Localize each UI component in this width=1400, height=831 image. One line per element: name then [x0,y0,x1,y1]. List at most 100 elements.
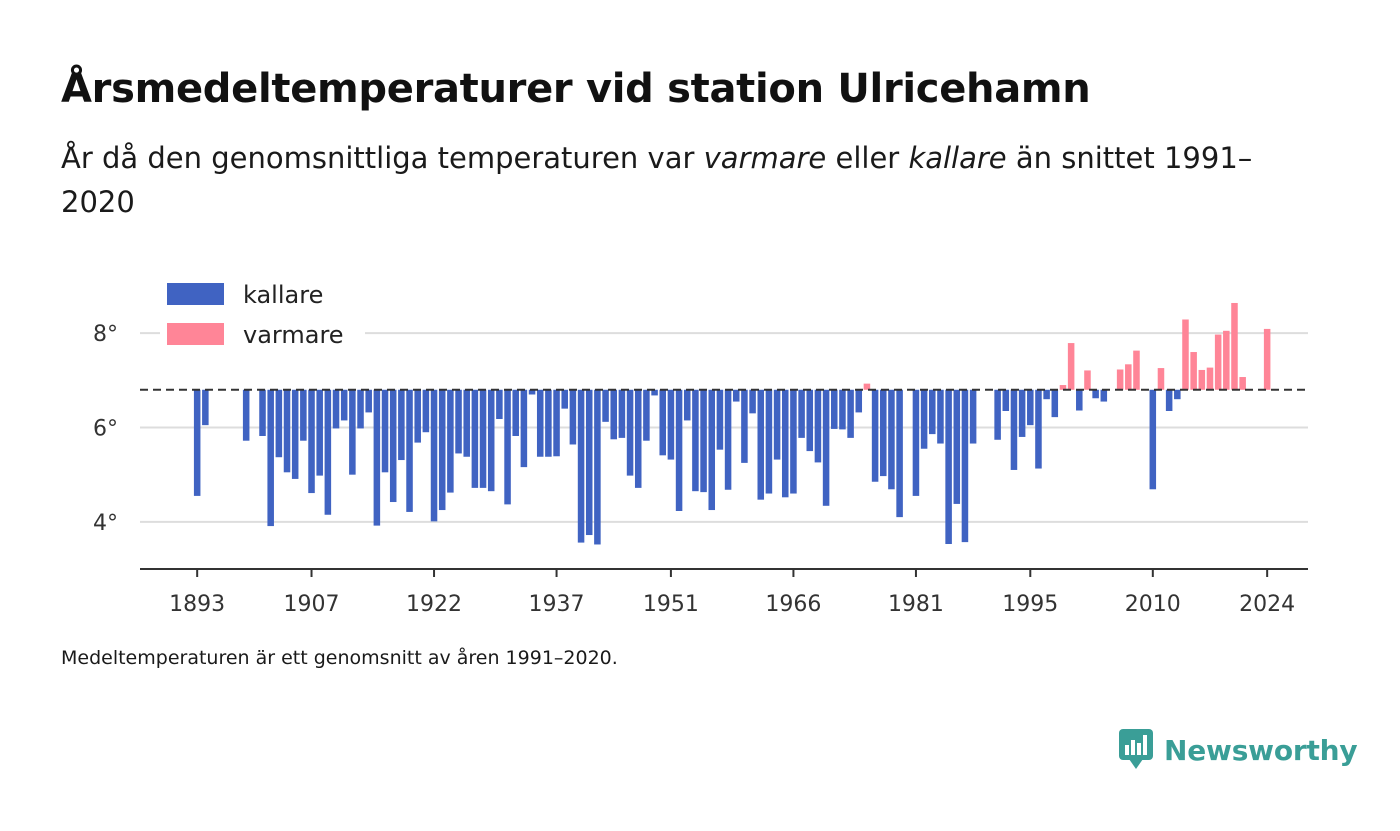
bar-1939 [569,389,577,445]
x-axis-ticks: 1893 1907 1922 1937 1951 1966 1981 1995 2010 2024 [169,569,1295,617]
bar-1958 [724,389,732,490]
bar-1930 [496,389,503,420]
bar-2001 [1076,389,1083,411]
subtitle-warm-word: varmare [703,141,827,175]
bar-2021 [1239,377,1246,390]
bar-1955 [700,389,707,493]
bar-1946 [626,389,634,476]
bar-1993 [1010,389,1018,470]
bar-1927 [471,389,479,488]
bar-1986 [953,389,961,504]
bar-1979 [896,389,903,518]
bar-1974 [855,389,863,413]
brand-logo: Newsworthy [1118,728,1358,772]
bar-1971 [831,389,838,429]
bar-1931 [504,389,511,505]
bar-1943 [602,389,609,422]
bar-2012 [1165,389,1173,411]
bar-1961 [749,389,756,414]
legend-label-kallare: kallare [243,281,323,309]
bar-1956 [708,389,716,511]
x-tick-label: 1951 [643,592,699,617]
bar-1957 [716,389,724,450]
bar-1907 [308,389,315,494]
x-tick-label: 1893 [169,592,225,617]
bar-1991 [994,389,1001,440]
bar-1894 [202,389,209,426]
bar-1926 [463,389,470,457]
bar-1899 [242,389,250,441]
bar-1987 [961,389,969,543]
bar-1913 [357,389,364,429]
bar-1998 [1051,389,1059,418]
subtitle-text-end: än snittet 1991–2020 [61,141,1253,219]
bar-1923 [438,389,446,511]
bar-1919 [406,389,413,512]
bar-1999 [1059,385,1067,390]
x-tick-label: 2010 [1125,592,1181,617]
bar-2016 [1198,369,1206,390]
bar-1904 [283,389,291,473]
bar-1996 [1035,389,1042,469]
bar-1985 [945,389,952,545]
bar-1960 [741,389,748,463]
bar-1911 [340,389,348,421]
y-tick-label: 6° [93,417,118,442]
legend-label-varmare: varmare [243,321,344,349]
bar-2000 [1067,343,1075,390]
bar-1967 [798,389,805,438]
bar-1924 [447,389,454,493]
bar-1963 [765,389,773,494]
subtitle-text-start: År då den genomsnittliga temperaturen va… [61,141,704,175]
bar-1914 [365,389,372,413]
bar-1925 [455,389,462,454]
bar-2013 [1174,389,1181,400]
brand-name: Newsworthy [1164,733,1358,767]
y-axis-tick-labels: 4° 6° 8° [93,322,118,536]
bar-1944 [610,389,617,440]
bar-2017 [1206,367,1214,390]
bar-1903 [275,389,283,458]
bar-1893 [193,389,201,496]
bar-1959 [732,389,740,402]
bar-2015 [1190,352,1197,390]
x-tick-label: 1981 [888,592,944,617]
bar-1906 [300,389,307,441]
bar-1969 [814,389,822,463]
x-tick-label: 1907 [284,592,340,617]
legend-swatch-kallare [167,283,224,305]
bar-1972 [839,389,846,430]
subtitle-text-middle: eller [826,141,909,175]
bar-1988 [969,389,977,444]
bar-1952 [675,389,683,511]
bar-1962 [757,389,765,500]
bar-chart: 4° 6° 8° 1893 1907 1922 1937 1951 1966 1981 1995 2… [93,278,1308,617]
bar-1973 [847,389,854,438]
legend-swatch-varmare [167,323,224,345]
y-tick-label: 8° [93,322,118,347]
bar-1954 [692,389,699,492]
legend: kallare varmare [160,278,365,356]
bar-1933 [520,389,528,468]
bar-2014 [1182,319,1189,390]
footnote: Medeltemperaturen är ett genomsnitt av å… [61,647,618,669]
bar-1909 [324,389,332,515]
bar-1934 [528,389,536,395]
bar-2020 [1231,302,1238,390]
bar-1916 [381,389,389,473]
bar-1948 [643,389,650,441]
x-tick-label: 2024 [1239,592,1295,617]
bar-1929 [487,389,495,492]
bar-1977 [880,389,887,477]
bar-1940 [577,389,585,543]
bar-1995 [1027,389,1034,426]
bar-2019 [1223,330,1230,390]
bar-1915 [373,389,381,526]
bar-1942 [594,389,601,545]
bar-1901 [259,389,266,436]
bar-2024 [1263,328,1271,390]
bar-1936 [545,389,552,457]
bar-1982 [920,389,928,449]
bar-1928 [479,389,487,488]
bar-1950 [659,389,666,456]
